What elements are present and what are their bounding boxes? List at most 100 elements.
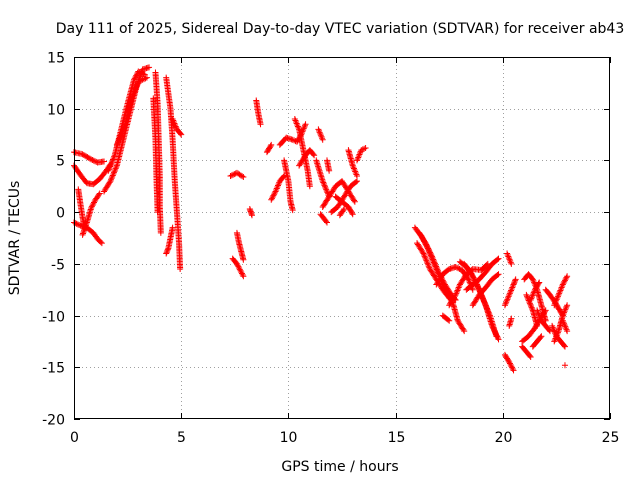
data-point bbox=[563, 303, 570, 310]
data-point bbox=[526, 352, 533, 359]
data-point bbox=[138, 77, 145, 84]
data-point bbox=[562, 323, 569, 330]
data-point bbox=[493, 333, 500, 340]
data-point bbox=[528, 294, 535, 301]
x-axis-title: GPS time / hours bbox=[281, 459, 398, 475]
data-point bbox=[530, 277, 537, 284]
data-point bbox=[454, 287, 461, 294]
data-point bbox=[128, 95, 135, 102]
data-point bbox=[131, 76, 138, 83]
data-point bbox=[551, 336, 558, 343]
data-point bbox=[109, 173, 116, 180]
data-point bbox=[300, 125, 307, 132]
data-point bbox=[446, 294, 453, 301]
data-point bbox=[268, 196, 275, 203]
data-point bbox=[423, 241, 430, 248]
data-point bbox=[292, 117, 299, 124]
data-point bbox=[503, 299, 510, 306]
data-point bbox=[510, 281, 517, 288]
data-point bbox=[135, 68, 142, 75]
data-point bbox=[294, 121, 301, 128]
data-point bbox=[431, 259, 438, 266]
data-point bbox=[227, 172, 234, 179]
data-point bbox=[508, 287, 515, 294]
data-point bbox=[92, 158, 99, 165]
series-arc6 bbox=[263, 116, 333, 214]
data-point bbox=[238, 270, 245, 277]
data-point bbox=[110, 171, 117, 178]
data-point bbox=[494, 256, 501, 263]
data-point bbox=[433, 264, 440, 271]
data-point bbox=[505, 357, 512, 364]
data-point bbox=[507, 288, 514, 295]
data-point bbox=[72, 220, 79, 227]
data-point bbox=[509, 366, 516, 373]
data-point bbox=[495, 271, 502, 278]
data-point bbox=[508, 315, 515, 322]
data-point bbox=[537, 314, 544, 321]
data-point bbox=[118, 130, 125, 137]
data-point bbox=[470, 274, 477, 281]
data-point bbox=[551, 338, 558, 345]
y-tick-label: 0 bbox=[56, 206, 65, 222]
data-point bbox=[422, 240, 429, 247]
data-point bbox=[475, 284, 482, 291]
data-point bbox=[136, 69, 143, 76]
data-point bbox=[561, 278, 568, 285]
data-point bbox=[531, 288, 538, 295]
data-point bbox=[349, 211, 356, 218]
data-point bbox=[512, 277, 519, 284]
data-point bbox=[554, 331, 561, 338]
data-point bbox=[456, 283, 463, 290]
data-point bbox=[88, 205, 95, 212]
data-point bbox=[564, 302, 571, 309]
data-point bbox=[101, 158, 108, 165]
data-point bbox=[524, 294, 531, 301]
data-point bbox=[322, 183, 329, 190]
data-point bbox=[559, 281, 566, 288]
data-point bbox=[495, 336, 502, 343]
data-point bbox=[426, 248, 433, 255]
data-point bbox=[114, 140, 121, 147]
data-point bbox=[434, 267, 441, 274]
data-point bbox=[536, 279, 543, 286]
data-point bbox=[550, 325, 557, 332]
data-point bbox=[119, 128, 126, 135]
data-point bbox=[419, 249, 426, 256]
data-point bbox=[116, 134, 123, 141]
data-point bbox=[423, 242, 430, 249]
data-point bbox=[112, 166, 119, 173]
data-point bbox=[460, 326, 467, 333]
data-point bbox=[143, 74, 150, 81]
data-point bbox=[133, 72, 140, 79]
data-point bbox=[89, 202, 96, 209]
data-point bbox=[427, 250, 434, 257]
data-point bbox=[482, 302, 489, 309]
data-point bbox=[291, 116, 298, 123]
data-point bbox=[562, 305, 569, 312]
data-point bbox=[528, 303, 535, 310]
data-point bbox=[530, 289, 537, 296]
series-arc2 bbox=[71, 186, 105, 247]
data-point bbox=[293, 119, 300, 126]
data-point bbox=[561, 320, 568, 327]
data-point bbox=[553, 333, 560, 340]
data-point bbox=[506, 290, 513, 297]
data-point bbox=[354, 178, 361, 185]
data-point bbox=[233, 260, 240, 267]
data-point bbox=[537, 316, 544, 323]
data-point bbox=[507, 257, 514, 264]
data-point bbox=[523, 291, 530, 298]
data-point bbox=[423, 257, 430, 264]
data-point bbox=[239, 173, 246, 180]
data-point bbox=[109, 172, 116, 179]
data-point bbox=[527, 297, 534, 304]
data-point bbox=[362, 145, 369, 152]
data-point bbox=[552, 335, 559, 342]
data-point bbox=[135, 78, 142, 85]
data-point bbox=[528, 304, 535, 311]
data-point bbox=[484, 305, 491, 312]
data-point bbox=[230, 171, 237, 178]
data-point bbox=[435, 269, 442, 276]
data-point bbox=[455, 265, 462, 272]
